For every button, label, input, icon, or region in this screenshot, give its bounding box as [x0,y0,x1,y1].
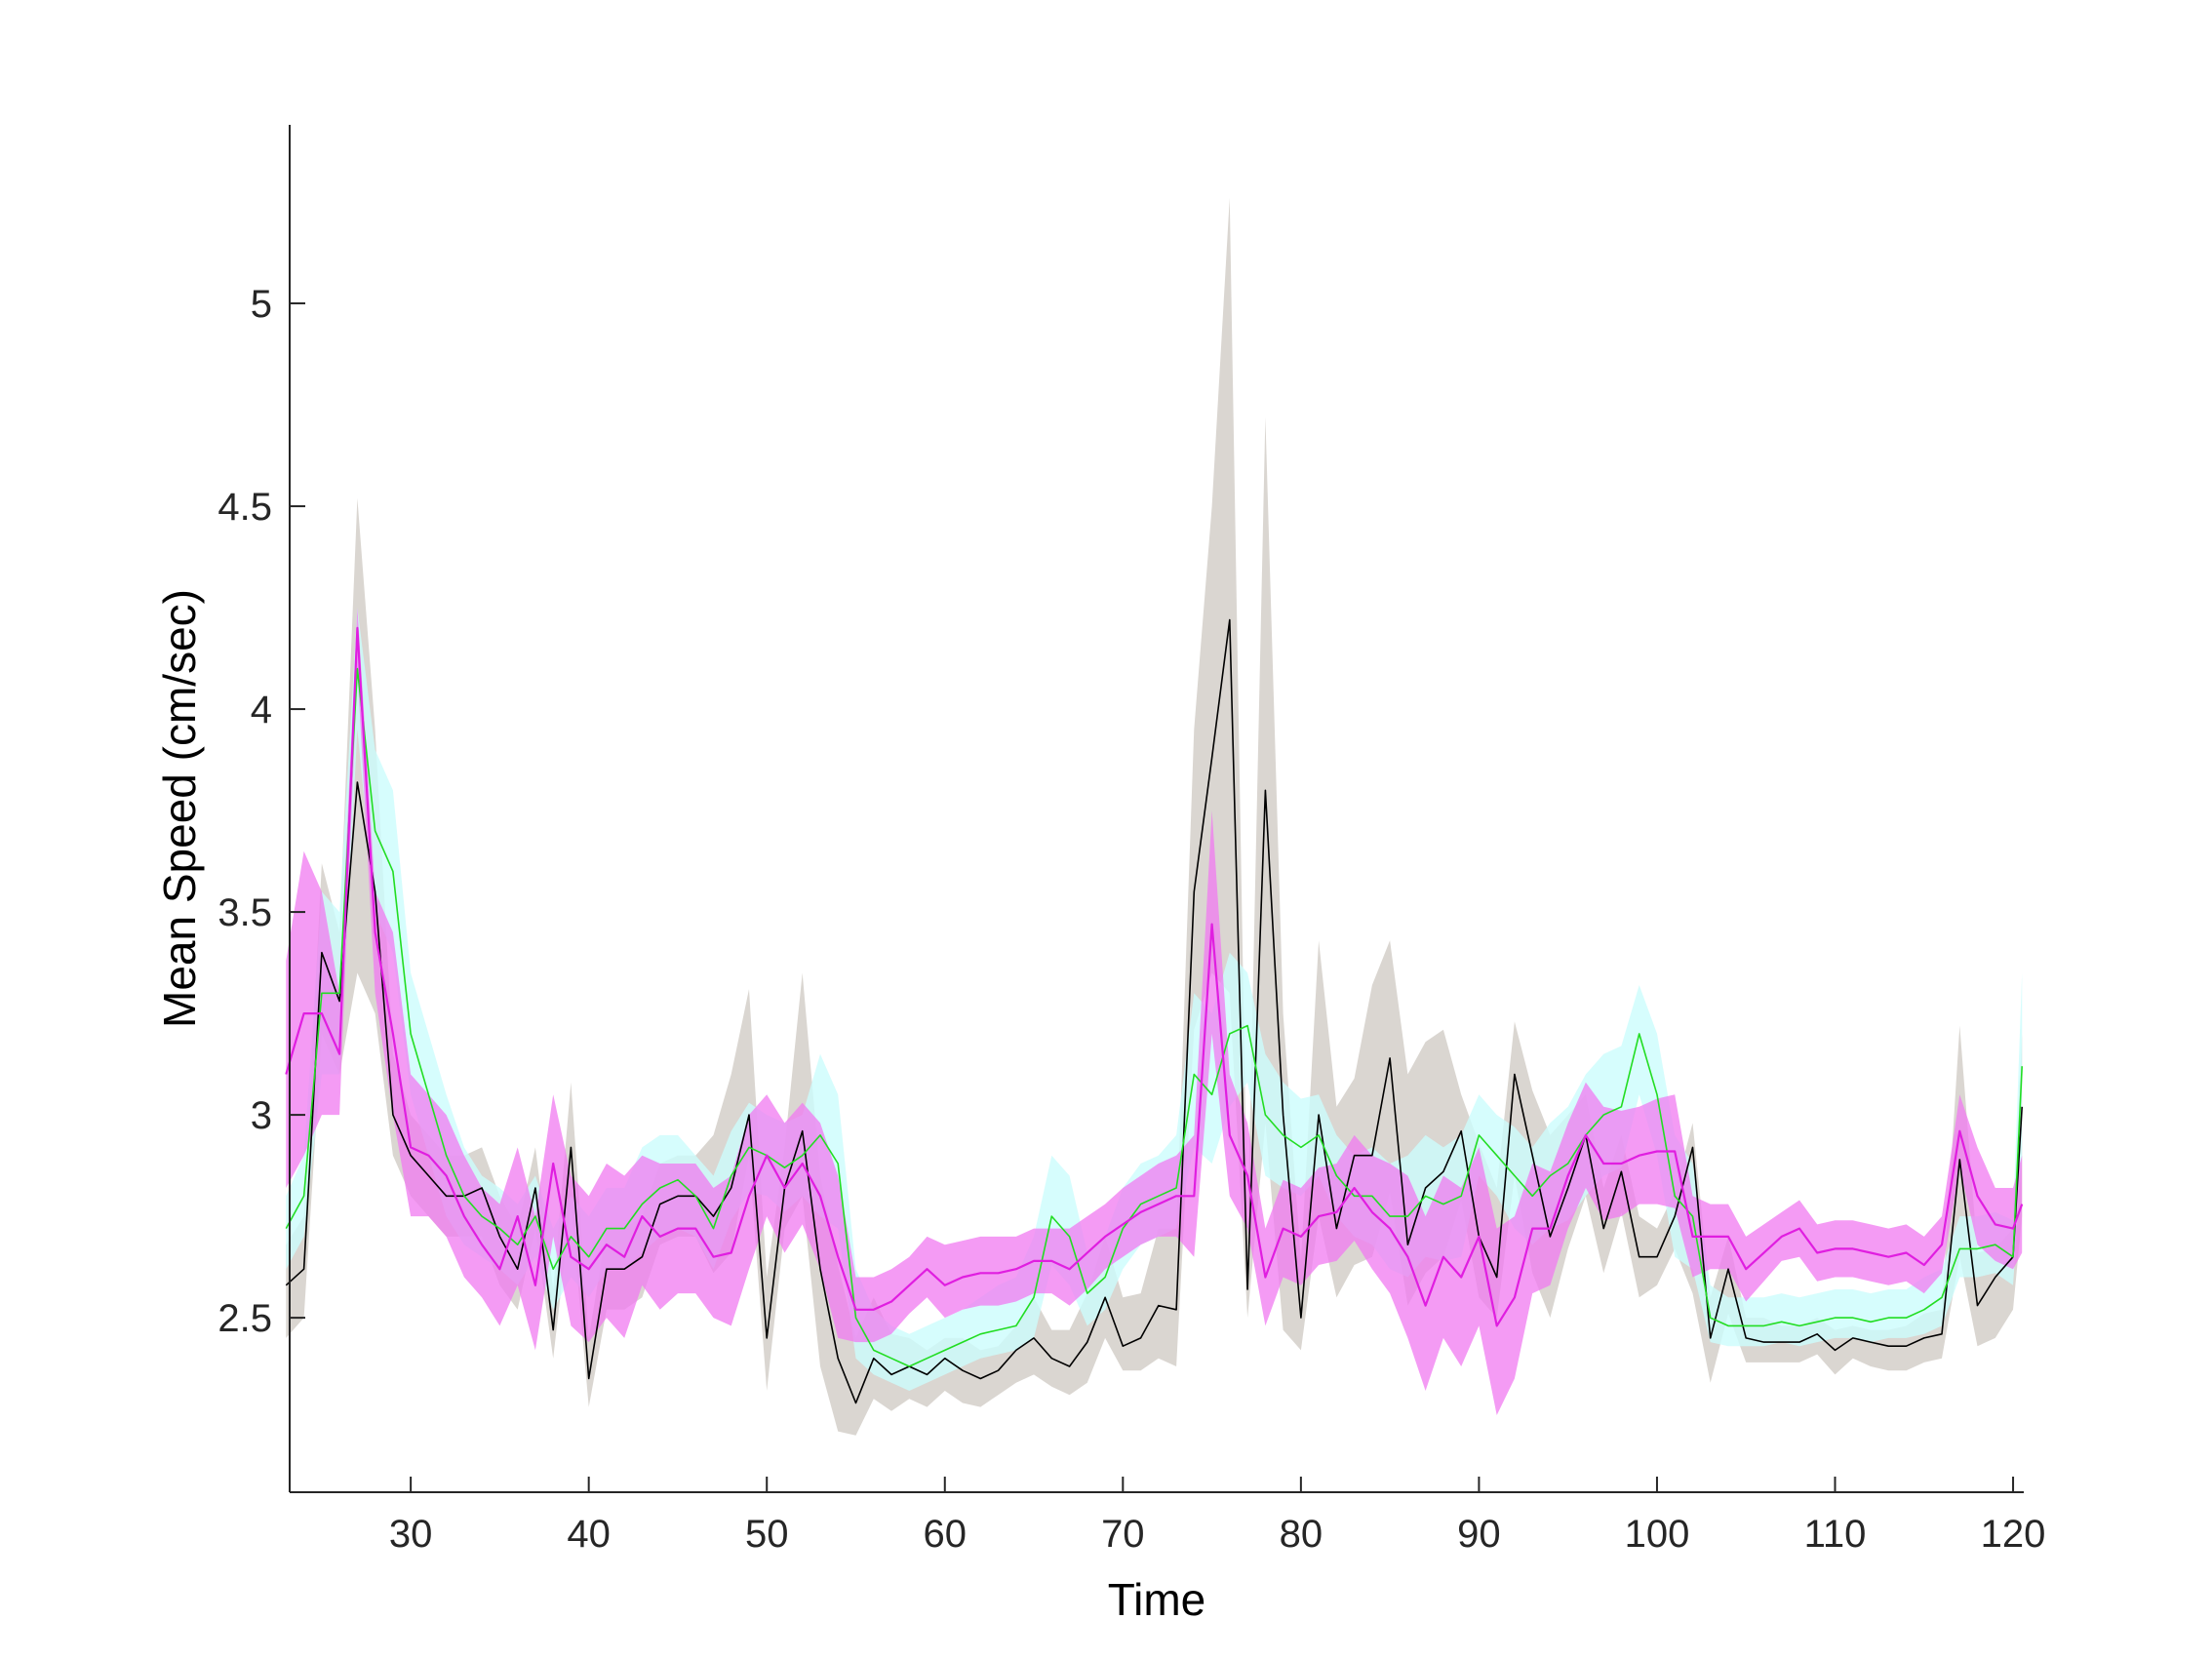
confidence-band-3 [286,608,2023,1415]
x-tick-label: 110 [1804,1513,1867,1556]
x-tick-label: 40 [567,1513,611,1556]
x-axis-label: Time [1108,1574,1206,1625]
y-tick-label: 3.5 [217,891,272,934]
y-tick-label: 3 [251,1094,272,1137]
series-lines [285,618,2024,1404]
y-tick-label: 4 [251,689,272,731]
y-tick-label: 5 [251,283,272,326]
y-ticks: 2.5 3 3.5 4 4.5 5 [217,283,305,1340]
confidence-bands [286,197,2023,1436]
y-tick-label: 4.5 [217,486,272,529]
series-line-3 [285,626,2024,1327]
y-tick-label: 2.5 [217,1297,272,1340]
y-axis-label: Mean Speed (cm/sec) [154,589,205,1028]
x-ticks: 30 40 50 60 70 80 90 100 110 120 [389,1477,2046,1556]
x-tick-label: 80 [1280,1513,1323,1556]
x-tick-label: 60 [924,1513,968,1556]
x-tick-label: 100 [1625,1513,1690,1556]
axes [289,125,2024,1493]
x-tick-label: 90 [1457,1513,1501,1556]
x-tick-label: 120 [1981,1513,2046,1556]
x-tick-label: 50 [745,1513,789,1556]
x-tick-label: 70 [1101,1513,1145,1556]
series-line-2 [285,667,2023,1367]
x-tick-label: 30 [389,1513,433,1556]
series-line-1 [285,618,2023,1404]
